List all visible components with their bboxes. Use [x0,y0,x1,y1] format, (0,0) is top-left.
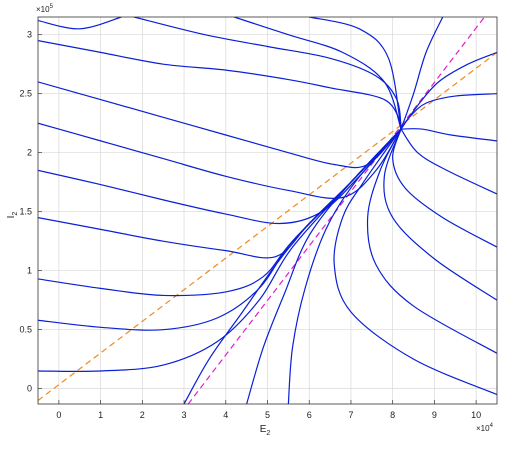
x-tick-label: 3 [182,410,187,420]
trajectory [287,128,402,404]
x-tick-label: 1 [98,410,103,420]
y-tick-label: 1.5 [19,207,32,217]
trajectory [38,122,402,199]
trajectory [38,40,402,124]
y-tick-label: 3 [27,30,32,40]
y-tick-label: 0.5 [19,325,32,335]
trajectory [400,17,444,130]
y-tick-label: 2.5 [19,89,32,99]
y-label-sub: 2 [12,212,19,216]
x-tick-label: 5 [265,410,270,420]
x-axis-label: E2 [260,424,271,437]
trajectory [233,17,402,130]
trajectory [401,128,497,142]
x-mult-base: ×10 [476,424,490,433]
x-tick-label: 9 [432,410,437,420]
trajectory [246,128,402,404]
trajectory [38,81,402,169]
y-mult-exp: 5 [50,4,54,10]
y-axis-label: I2 [6,212,19,219]
y-tick-label: 1 [27,266,32,276]
trajectory [392,128,497,248]
x-tick-label: 4 [223,410,228,420]
y-label-main: I [6,216,17,219]
trajectory [400,128,497,195]
y-multiplier: ×105 [36,4,54,14]
x-tick-label: 6 [307,410,312,420]
x-tick-label: 7 [348,410,353,420]
x-label-main: E [260,424,267,435]
x-tick-label: 0 [56,410,61,420]
x-tick-label: 10 [471,410,481,420]
trajectory [333,128,497,396]
trajectory [366,128,497,354]
trajectory [309,17,402,130]
x-mult-exp: 4 [490,423,494,429]
x-multiplier: ×104 [476,423,494,433]
trajectory [383,128,497,301]
trajectory [400,51,497,130]
y-mult-base: ×10 [36,5,50,14]
trajectory [38,128,402,225]
x-tick-label: 2 [140,410,145,420]
y-tick-label: 0 [27,384,32,394]
y-tick-label: 2 [27,148,32,158]
x-label-sub: 2 [266,430,270,437]
x-tick-label: 8 [390,410,395,420]
trajectory [38,17,122,30]
